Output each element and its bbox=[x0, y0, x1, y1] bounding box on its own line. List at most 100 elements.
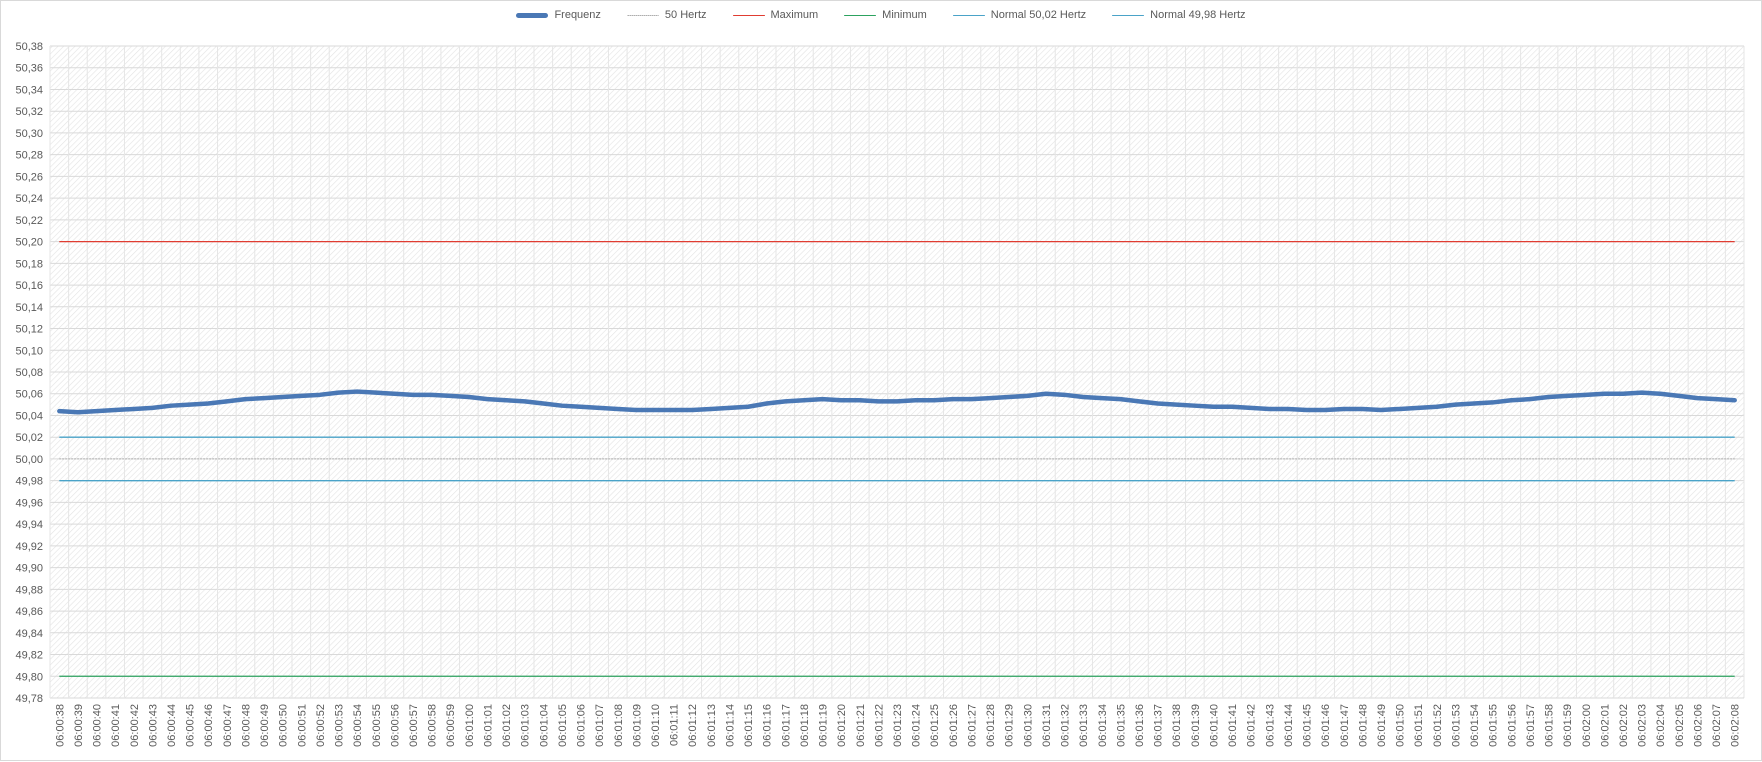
legend-item: Normal 49,98 Hertz bbox=[1112, 9, 1246, 21]
x-tick-label: 06:01:15 bbox=[743, 704, 755, 747]
x-tick-label: 06:00:54 bbox=[352, 704, 364, 747]
x-tick-label: 06:01:08 bbox=[613, 704, 625, 747]
x-tick-label: 06:01:18 bbox=[799, 704, 811, 747]
x-tick-label: 06:01:41 bbox=[1227, 704, 1239, 747]
x-tick-label: 06:00:43 bbox=[147, 704, 159, 747]
x-tick-label: 06:01:33 bbox=[1078, 704, 1090, 747]
x-tick-label: 06:01:17 bbox=[780, 704, 792, 747]
y-tick-label: 50,34 bbox=[15, 84, 43, 96]
x-tick-label: 06:01:51 bbox=[1413, 704, 1425, 747]
x-tick-label: 06:01:43 bbox=[1264, 704, 1276, 747]
y-tick-label: 50,00 bbox=[15, 454, 43, 466]
x-tick-label: 06:00:53 bbox=[334, 704, 346, 747]
x-tick-label: 06:01:06 bbox=[576, 704, 588, 747]
x-tick-label: 06:01:25 bbox=[929, 704, 941, 747]
x-tick-label: 06:01:09 bbox=[631, 704, 643, 747]
x-tick-label: 06:01:10 bbox=[650, 704, 662, 747]
legend-item: Maximum bbox=[732, 9, 819, 21]
x-tick-label: 06:01:48 bbox=[1357, 704, 1369, 747]
y-tick-label: 50,32 bbox=[15, 106, 43, 118]
x-tick-label: 06:00:40 bbox=[92, 704, 104, 747]
y-tick-label: 50,20 bbox=[15, 237, 43, 249]
x-tick-label: 06:01:12 bbox=[687, 704, 699, 747]
x-tick-label: 06:01:03 bbox=[520, 704, 532, 747]
y-tick-label: 50,12 bbox=[15, 324, 43, 336]
y-tick-label: 50,26 bbox=[15, 171, 43, 183]
x-tick-label: 06:01:45 bbox=[1302, 704, 1314, 747]
x-tick-label: 06:00:55 bbox=[371, 704, 383, 747]
legend-swatch bbox=[952, 14, 985, 16]
x-tick-label: 06:00:56 bbox=[389, 704, 401, 747]
legend-label: Minimum bbox=[882, 9, 927, 21]
x-tick-label: 06:01:36 bbox=[1134, 704, 1146, 747]
y-tick-label: 49,86 bbox=[15, 606, 43, 618]
y-tick-label: 50,14 bbox=[15, 302, 43, 314]
x-tick-label: 06:01:37 bbox=[1153, 704, 1165, 747]
x-tick-label: 06:01:20 bbox=[836, 704, 848, 747]
x-tick-label: 06:01:34 bbox=[1097, 704, 1109, 747]
x-tick-label: 06:02:05 bbox=[1674, 704, 1686, 747]
x-tick-label: 06:00:50 bbox=[278, 704, 290, 747]
y-tick-label: 49,94 bbox=[15, 519, 43, 531]
x-tick-label: 06:01:40 bbox=[1208, 704, 1220, 747]
x-tick-label: 06:00:47 bbox=[222, 704, 234, 747]
x-tick-label: 06:01:05 bbox=[557, 704, 569, 747]
y-tick-label: 49,90 bbox=[15, 563, 43, 575]
y-tick-label: 49,78 bbox=[15, 693, 43, 705]
x-tick-label: 06:01:42 bbox=[1246, 704, 1258, 747]
x-tick-label: 06:00:49 bbox=[259, 704, 271, 747]
x-tick-label: 06:00:57 bbox=[408, 704, 420, 747]
x-tick-label: 06:00:52 bbox=[315, 704, 327, 747]
x-tick-label: 06:01:26 bbox=[948, 704, 960, 747]
legend-item: Normal 50,02 Hertz bbox=[952, 9, 1086, 21]
y-tick-label: 49,82 bbox=[15, 650, 43, 662]
x-tick-label: 06:02:01 bbox=[1599, 704, 1611, 747]
x-tick-label: 06:00:48 bbox=[240, 704, 252, 747]
legend-label: Maximum bbox=[770, 9, 819, 21]
y-tick-label: 50,08 bbox=[15, 367, 43, 379]
series-line-frequenz bbox=[57, 389, 1737, 415]
x-tick-label: 06:02:02 bbox=[1618, 704, 1630, 747]
x-tick-label: 06:01:56 bbox=[1506, 704, 1518, 747]
x-tick-label: 06:01:00 bbox=[464, 704, 476, 747]
y-tick-label: 50,28 bbox=[15, 150, 43, 162]
x-tick-label: 06:01:49 bbox=[1376, 704, 1388, 747]
x-tick-label: 06:00:44 bbox=[166, 704, 178, 747]
legend-swatch bbox=[626, 14, 659, 16]
y-tick-label: 50,22 bbox=[15, 215, 43, 227]
x-tick-label: 06:01:44 bbox=[1283, 704, 1295, 747]
x-tick-label: 06:01:23 bbox=[892, 704, 904, 747]
x-tick-label: 06:00:59 bbox=[445, 704, 457, 747]
y-tick-label: 49,88 bbox=[15, 584, 43, 596]
y-tick-label: 50,24 bbox=[15, 193, 43, 205]
x-tick-label: 06:01:59 bbox=[1562, 704, 1574, 747]
y-tick-label: 50,30 bbox=[15, 128, 43, 140]
x-tick-label: 06:00:39 bbox=[73, 704, 85, 747]
x-tick-label: 06:01:46 bbox=[1320, 704, 1332, 747]
legend-label: Normal 49,98 Hertz bbox=[1150, 9, 1246, 21]
x-tick-label: 06:02:04 bbox=[1655, 704, 1667, 747]
x-tick-label: 06:01:16 bbox=[762, 704, 774, 747]
x-tick-label: 06:01:55 bbox=[1488, 704, 1500, 747]
x-tick-label: 06:01:39 bbox=[1190, 704, 1202, 747]
x-tick-label: 06:01:22 bbox=[873, 704, 885, 747]
x-tick-label: 06:01:14 bbox=[724, 704, 736, 747]
y-tick-label: 50,02 bbox=[15, 432, 43, 444]
x-tick-label: 06:01:21 bbox=[855, 704, 867, 747]
x-tick-label: 06:01:01 bbox=[482, 704, 494, 747]
x-tick-label: 06:01:19 bbox=[818, 704, 830, 747]
x-tick-label: 06:01:57 bbox=[1525, 704, 1537, 747]
x-tick-label: 06:01:28 bbox=[985, 704, 997, 747]
y-tick-label: 49,96 bbox=[15, 497, 43, 509]
x-tick-label: 06:01:53 bbox=[1450, 704, 1462, 747]
y-tick-label: 49,80 bbox=[15, 671, 43, 683]
x-tick-label: 06:01:27 bbox=[966, 704, 978, 747]
x-tick-label: 06:01:11 bbox=[669, 704, 681, 746]
x-tick-label: 06:01:35 bbox=[1115, 704, 1127, 747]
legend-item: Frequenz bbox=[516, 9, 601, 21]
x-tick-label: 06:01:52 bbox=[1432, 704, 1444, 747]
y-tick-label: 50,16 bbox=[15, 280, 43, 292]
x-tick-label: 06:02:03 bbox=[1637, 704, 1649, 747]
y-tick-label: 50,36 bbox=[15, 63, 43, 75]
